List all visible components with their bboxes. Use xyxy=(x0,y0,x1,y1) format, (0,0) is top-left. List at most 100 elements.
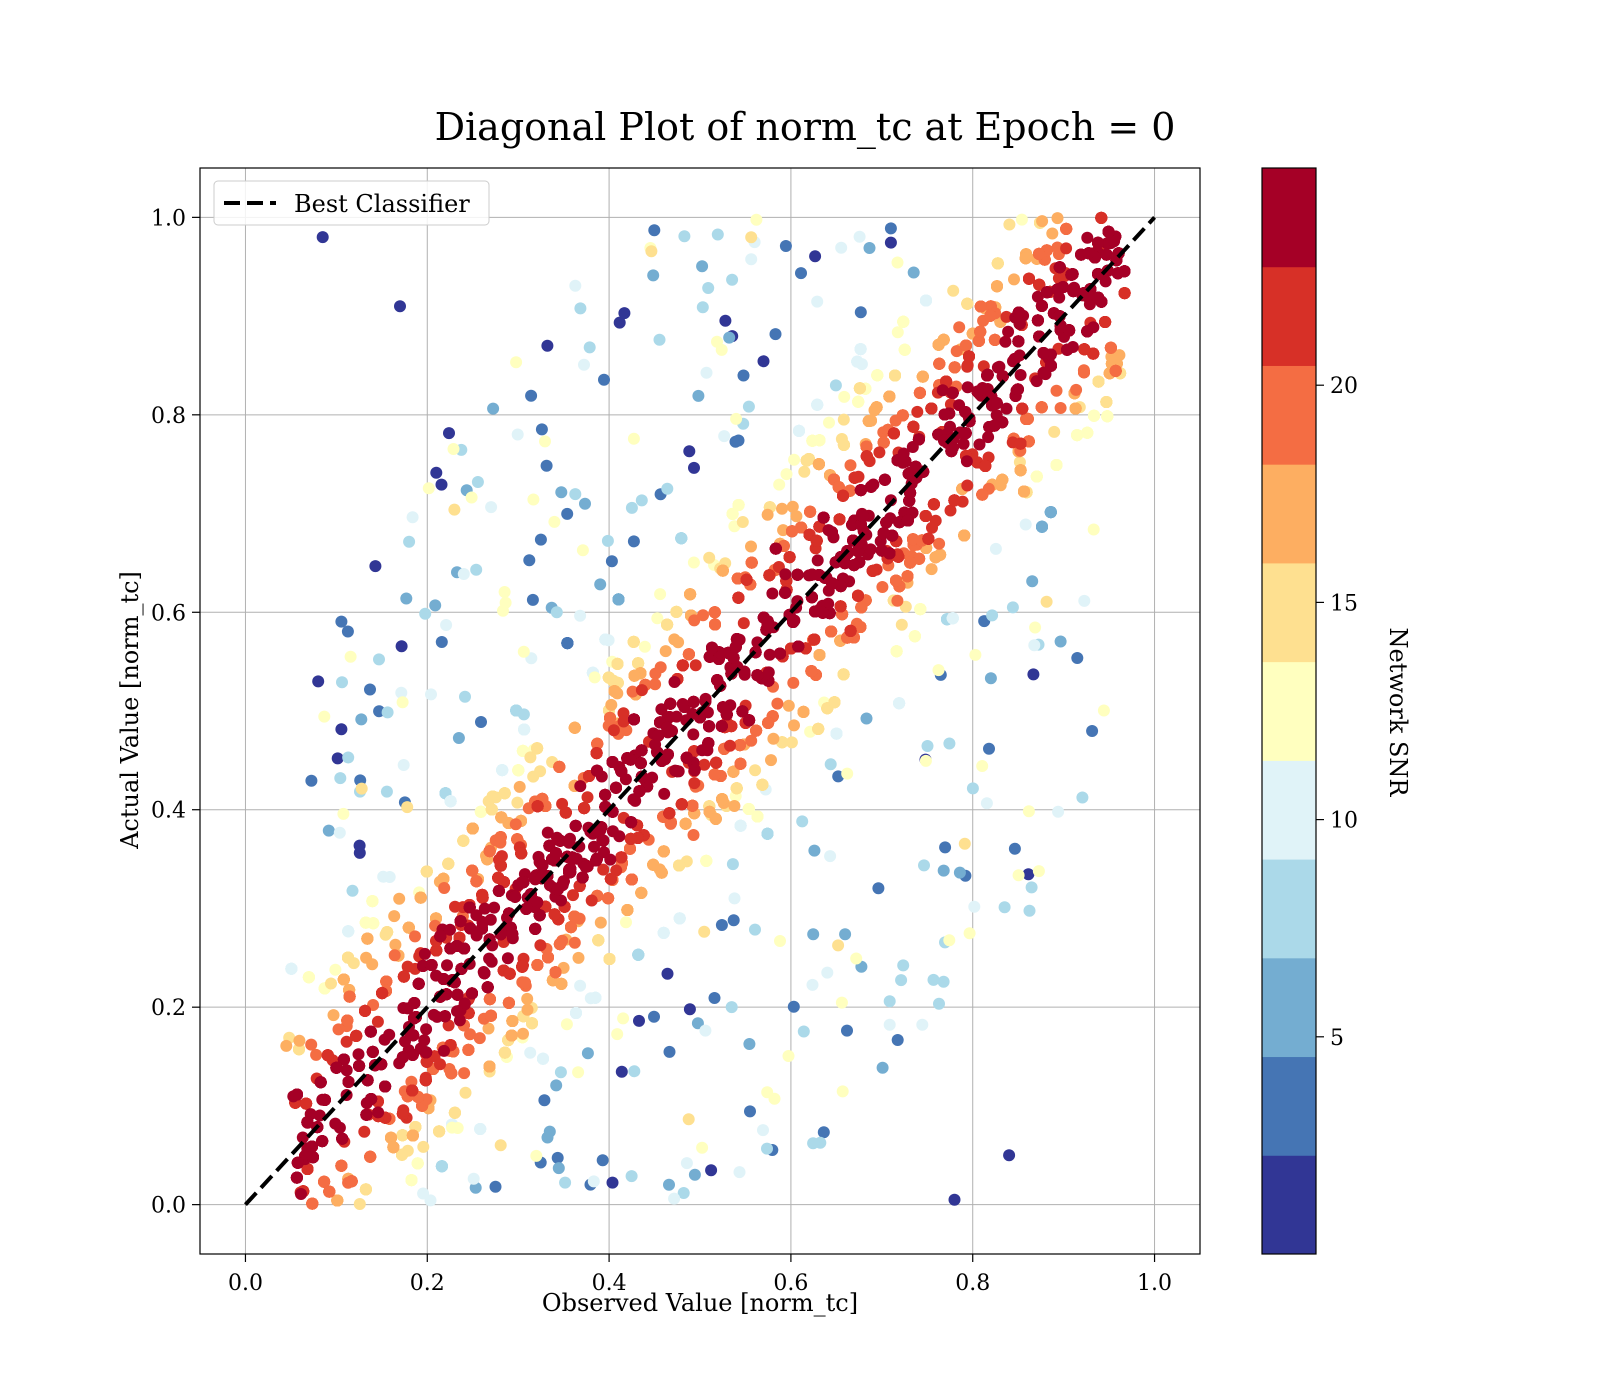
scatter-point xyxy=(537,1052,549,1065)
scatter-point xyxy=(1060,242,1073,255)
scatter-point xyxy=(487,402,500,415)
scatter-point xyxy=(926,521,938,534)
scatter-point xyxy=(891,326,904,339)
scatter-point xyxy=(726,273,739,286)
scatter-point xyxy=(1019,518,1032,531)
scatter-point xyxy=(627,535,640,548)
scatter-point xyxy=(341,625,354,638)
scatter-point xyxy=(958,837,971,850)
scatter-point xyxy=(469,1181,482,1194)
scatter-point xyxy=(387,1141,400,1154)
scatter-point xyxy=(443,427,455,440)
scatter-point xyxy=(672,636,685,649)
scatter-point xyxy=(932,664,945,677)
scatter-point xyxy=(466,864,479,877)
scatter-point xyxy=(988,333,1001,346)
scatter-point xyxy=(696,260,709,273)
scatter-point xyxy=(553,760,566,773)
scatter-point xyxy=(318,710,331,723)
scatter-point xyxy=(890,645,903,658)
scatter-point xyxy=(444,795,457,808)
scatter-point xyxy=(397,970,410,983)
scatter-point xyxy=(539,435,551,448)
scatter-point xyxy=(523,554,536,567)
scatter-point xyxy=(727,914,740,927)
scatter-point xyxy=(663,1178,675,1191)
scatter-point xyxy=(689,659,702,672)
scatter-point xyxy=(934,548,947,561)
scatter-point xyxy=(745,231,758,244)
scatter-point xyxy=(337,973,350,986)
scatter-point xyxy=(511,796,524,809)
scatter-point xyxy=(538,1094,551,1107)
scatter-point xyxy=(1008,273,1020,286)
scatter-point xyxy=(617,1012,630,1025)
scatter-point xyxy=(696,1141,709,1154)
scatter-point xyxy=(394,300,406,313)
scatter-point xyxy=(331,1194,344,1207)
scatter-point xyxy=(907,420,920,433)
chart-title: Diagonal Plot of norm_tc at Epoch = 0 xyxy=(435,105,1176,150)
scatter-point xyxy=(984,309,997,322)
scatter-point xyxy=(898,343,911,356)
scatter-point xyxy=(1003,1149,1016,1162)
scatter-point xyxy=(475,716,487,728)
scatter-point xyxy=(612,593,625,606)
scatter-point xyxy=(494,1139,507,1152)
scatter-point xyxy=(1023,272,1035,285)
scatter-point xyxy=(466,822,479,835)
scatter-point xyxy=(809,250,822,263)
scatter-point xyxy=(649,678,662,691)
scatter-point xyxy=(937,975,950,988)
scatter-point xyxy=(1025,881,1038,894)
scatter-point xyxy=(534,939,547,952)
scatter-point xyxy=(700,854,713,867)
scatter-point xyxy=(904,556,917,569)
scatter-point xyxy=(919,510,932,522)
scatter-point xyxy=(1086,725,1099,737)
scatter-point xyxy=(976,488,989,501)
scatter-point xyxy=(835,996,848,1009)
scatter-point xyxy=(417,1140,430,1153)
scatter-point xyxy=(569,488,582,501)
scatter-point xyxy=(526,593,539,606)
scatter-point xyxy=(483,993,496,1006)
scatter-point xyxy=(734,757,747,770)
scatter-point xyxy=(550,606,563,619)
scatter-point xyxy=(797,1025,810,1038)
scatter-point xyxy=(517,645,530,658)
scatter-point xyxy=(323,1185,336,1198)
scatter-point xyxy=(506,1015,519,1027)
scatter-point xyxy=(708,768,721,781)
scatter-point xyxy=(895,618,908,631)
scatter-point xyxy=(688,1168,701,1181)
scatter-point xyxy=(654,588,667,601)
scatter-points xyxy=(280,211,1131,1210)
scatter-point xyxy=(572,951,585,964)
scatter-point xyxy=(606,1176,619,1189)
scatter-point xyxy=(531,800,544,813)
scatter-point xyxy=(495,850,508,863)
scatter-point xyxy=(647,858,660,871)
scatter-point xyxy=(774,935,786,947)
scatter-point xyxy=(459,690,471,703)
scatter-point xyxy=(610,864,623,877)
scatter-point xyxy=(870,401,883,414)
scatter-point xyxy=(524,1046,537,1059)
scatter-point xyxy=(510,356,523,369)
scatter-point xyxy=(340,1035,353,1048)
scatter-point xyxy=(812,458,825,471)
scatter-point xyxy=(335,723,348,736)
scatter-point xyxy=(998,901,1011,914)
scatter-point xyxy=(654,661,667,674)
scatter-point xyxy=(673,912,686,925)
scatter-point xyxy=(719,314,732,327)
scatter-point xyxy=(327,1009,340,1022)
scatter-point xyxy=(925,402,938,415)
scatter-point xyxy=(709,812,722,825)
scatter-point xyxy=(435,636,448,648)
scatter-point xyxy=(452,732,465,744)
scatter-point xyxy=(447,443,460,455)
scatter-point xyxy=(682,648,695,661)
scatter-point xyxy=(371,1015,384,1028)
